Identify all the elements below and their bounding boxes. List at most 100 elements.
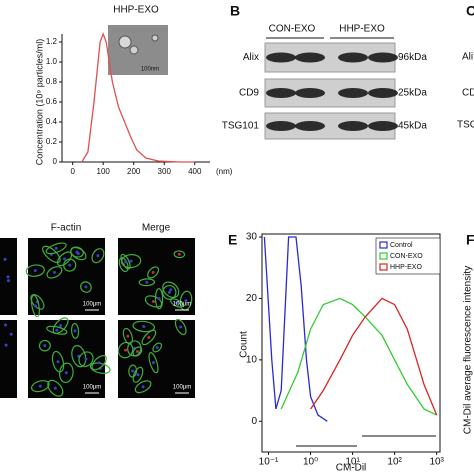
cell — [148, 352, 159, 374]
nucleus — [33, 269, 37, 273]
chart-title: HHP-EXO — [113, 5, 159, 16]
protein-label: TSG10 — [457, 120, 474, 131]
cell — [132, 366, 144, 383]
nucleus — [56, 360, 60, 364]
y-tick-label: 0.4 — [46, 117, 58, 126]
y-tick-label: 1.0 — [46, 57, 58, 66]
nucleus — [147, 336, 151, 340]
nucleus — [38, 384, 42, 388]
micrograph — [118, 238, 195, 315]
protein-label: Alix — [243, 52, 259, 63]
cell — [30, 380, 50, 393]
x-tick-label: 10¹ — [345, 457, 360, 468]
band — [338, 52, 368, 63]
nucleus — [167, 290, 171, 294]
scale-bar-label: 100μm — [173, 385, 191, 391]
protein-label: CD — [462, 88, 474, 99]
nucleus — [126, 334, 130, 338]
cell — [59, 362, 74, 384]
size-label: 45kDa — [398, 121, 427, 132]
cell — [91, 355, 107, 371]
band — [295, 88, 325, 98]
panel-letter: B — [230, 3, 240, 19]
band — [266, 121, 296, 131]
nucleus — [141, 385, 145, 389]
nucleus — [96, 254, 100, 258]
band — [295, 52, 325, 63]
cell — [122, 327, 133, 345]
y-tick-label: 0 — [53, 157, 58, 166]
cell — [46, 325, 68, 335]
y-tick-label: 30 — [246, 232, 258, 243]
vesicle — [151, 34, 159, 42]
nucleus — [177, 252, 181, 256]
cell — [71, 345, 87, 368]
scale-bar-label: 100μm — [83, 302, 101, 308]
cell — [174, 318, 187, 336]
cell — [30, 294, 45, 310]
band — [338, 88, 368, 98]
series-line — [81, 32, 195, 163]
vesicle — [129, 45, 139, 55]
cell — [152, 342, 163, 353]
x-axis-title: (nm) — [216, 167, 233, 176]
y-tick-label: 0 — [251, 416, 257, 427]
x-tick-label: 10⁰ — [303, 457, 318, 468]
size-label: 96kDa — [398, 52, 427, 63]
nucleus — [55, 328, 59, 332]
column-header: Merge — [142, 223, 171, 234]
nucleus — [9, 332, 13, 336]
cell — [162, 284, 177, 300]
cell — [38, 339, 51, 352]
nucleus — [43, 344, 47, 348]
micrograph — [28, 238, 105, 315]
nucleus — [124, 348, 128, 352]
nucleus — [135, 350, 139, 354]
cell — [128, 364, 138, 378]
nucleus — [179, 325, 183, 329]
scale-bar-label: 100nm — [141, 67, 159, 73]
legend-label: CON-EXO — [390, 253, 423, 260]
column-header: F-actin — [51, 223, 82, 234]
cell — [141, 329, 157, 346]
cell — [47, 379, 64, 397]
cell — [162, 281, 180, 299]
nucleus — [151, 361, 155, 365]
cell — [132, 320, 156, 333]
cell — [70, 246, 84, 258]
cell — [138, 278, 156, 287]
nucleus — [33, 304, 37, 308]
nucleus — [142, 324, 146, 328]
y-tick-label: 0.2 — [46, 137, 58, 146]
band — [368, 88, 398, 98]
nucleus — [64, 371, 68, 375]
cell — [120, 253, 131, 270]
x-tick-label: 10⁻¹ — [259, 457, 279, 468]
legend-swatch — [379, 241, 388, 249]
nucleus — [73, 329, 77, 333]
legend-swatch — [379, 252, 388, 260]
x-tick-label: 100 — [97, 167, 111, 176]
cell — [91, 248, 105, 264]
nucleus — [136, 373, 140, 377]
nucleus — [68, 263, 72, 267]
nucleus — [52, 270, 56, 274]
cell — [51, 350, 65, 373]
nucleus — [145, 280, 149, 284]
band — [338, 121, 368, 131]
cell — [170, 298, 184, 308]
nucleus — [155, 345, 159, 349]
protein-label: TSG101 — [222, 121, 260, 132]
nucleus — [6, 279, 10, 283]
cell — [30, 294, 40, 318]
x-tick-label: 0 — [70, 167, 75, 176]
size-label: 25kDa — [398, 88, 427, 99]
x-axis-title: CM-Dil — [336, 463, 367, 474]
legend-label: Control — [390, 242, 413, 249]
band — [266, 52, 296, 63]
panel-letter: F — [466, 232, 474, 248]
cell — [147, 266, 160, 279]
nucleus — [84, 357, 88, 361]
